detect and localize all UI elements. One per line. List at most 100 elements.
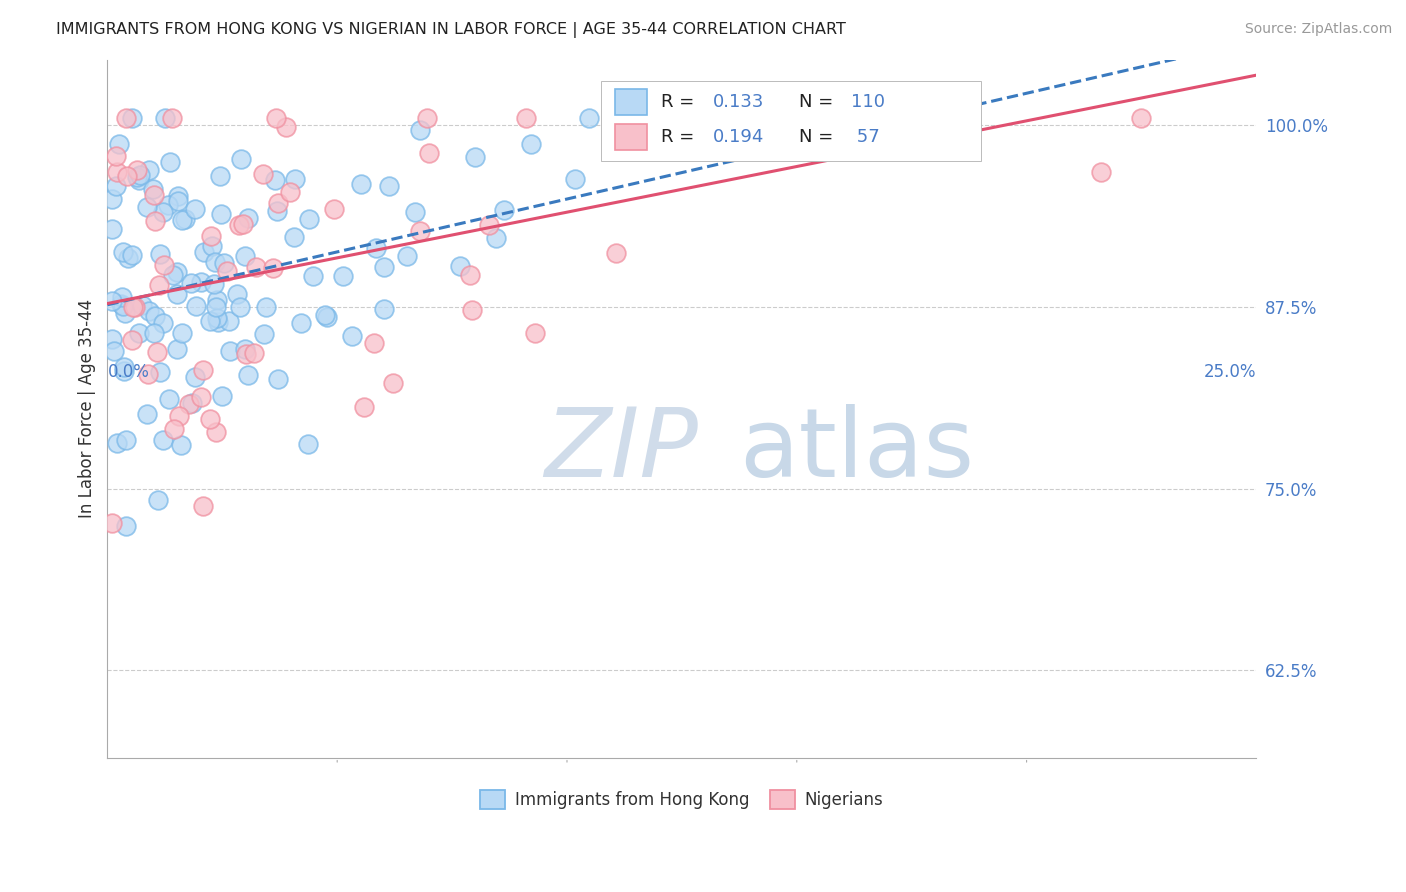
Point — [124, 300, 146, 314]
Point — [266, 203, 288, 218]
Point — [114, 306, 136, 320]
Point — [395, 249, 418, 263]
Point — [121, 301, 143, 315]
Point — [110, 297, 132, 311]
Point — [233, 342, 256, 356]
Point — [181, 395, 204, 409]
Point — [142, 188, 165, 202]
FancyBboxPatch shape — [616, 124, 647, 151]
Point — [145, 214, 167, 228]
Text: 0.133: 0.133 — [713, 93, 765, 112]
Point — [235, 346, 257, 360]
Point — [290, 316, 312, 330]
Point — [166, 287, 188, 301]
Point — [101, 332, 124, 346]
Point — [112, 364, 135, 378]
Point — [112, 360, 135, 375]
Point — [274, 120, 297, 134]
Point — [262, 261, 284, 276]
Point — [520, 136, 543, 151]
Point — [218, 314, 240, 328]
Point — [104, 178, 127, 193]
Point — [731, 111, 754, 125]
Point — [157, 392, 180, 406]
Point — [167, 194, 190, 208]
Point — [215, 264, 238, 278]
Point — [191, 363, 214, 377]
Point — [219, 344, 242, 359]
Text: N =: N = — [799, 93, 839, 112]
Point — [298, 212, 321, 227]
Point — [191, 499, 214, 513]
Point — [172, 213, 194, 227]
Point — [524, 326, 547, 340]
Point — [266, 371, 288, 385]
Point — [859, 111, 882, 125]
Point — [153, 111, 176, 125]
Point — [297, 437, 319, 451]
Point — [378, 178, 401, 193]
Point — [204, 301, 226, 315]
Point — [283, 230, 305, 244]
Point — [373, 260, 395, 274]
Point — [184, 202, 207, 216]
Legend: Immigrants from Hong Kong, Nigerians: Immigrants from Hong Kong, Nigerians — [474, 783, 890, 815]
Point — [212, 256, 235, 270]
Point — [174, 211, 197, 226]
Point — [149, 246, 172, 260]
Point — [156, 198, 179, 212]
Point — [162, 268, 184, 282]
Point — [323, 202, 346, 216]
Point — [229, 300, 252, 314]
Point — [209, 207, 232, 221]
Point — [115, 518, 138, 533]
Point — [494, 203, 516, 218]
Point — [163, 422, 186, 436]
Point — [229, 152, 252, 166]
Point — [111, 299, 134, 313]
Point — [121, 111, 143, 125]
Point — [314, 309, 336, 323]
Point — [228, 218, 250, 232]
Text: 110: 110 — [851, 93, 884, 112]
Point — [243, 346, 266, 360]
Point — [264, 172, 287, 186]
Point — [232, 217, 254, 231]
Point — [205, 425, 228, 439]
Text: IMMIGRANTS FROM HONG KONG VS NIGERIAN IN LABOR FORCE | AGE 35-44 CORRELATION CHA: IMMIGRANTS FROM HONG KONG VS NIGERIAN IN… — [56, 22, 846, 38]
Point — [460, 268, 482, 283]
Point — [166, 342, 188, 356]
Point — [128, 173, 150, 187]
Point — [193, 244, 215, 259]
Point — [121, 333, 143, 347]
Point — [254, 300, 277, 314]
Point — [142, 182, 165, 196]
Point — [104, 148, 127, 162]
Point — [184, 299, 207, 313]
Point — [101, 192, 124, 206]
Point — [148, 277, 170, 292]
Point — [353, 401, 375, 415]
Point — [198, 411, 221, 425]
Point — [152, 205, 174, 219]
Point — [101, 516, 124, 530]
Point — [101, 222, 124, 236]
Point — [111, 290, 134, 304]
Point — [200, 229, 222, 244]
Point — [284, 172, 307, 186]
FancyBboxPatch shape — [616, 89, 647, 115]
Text: N =: N = — [799, 128, 839, 146]
Point — [167, 409, 190, 424]
Point — [184, 370, 207, 384]
Point — [316, 310, 339, 325]
Text: R =: R = — [661, 128, 700, 146]
Point — [342, 329, 364, 343]
Point — [160, 111, 183, 125]
Point — [136, 200, 159, 214]
Point — [301, 269, 323, 284]
Point — [564, 172, 586, 186]
Point — [114, 433, 136, 447]
Point — [225, 287, 247, 301]
Point — [103, 344, 125, 359]
Point — [152, 258, 174, 272]
